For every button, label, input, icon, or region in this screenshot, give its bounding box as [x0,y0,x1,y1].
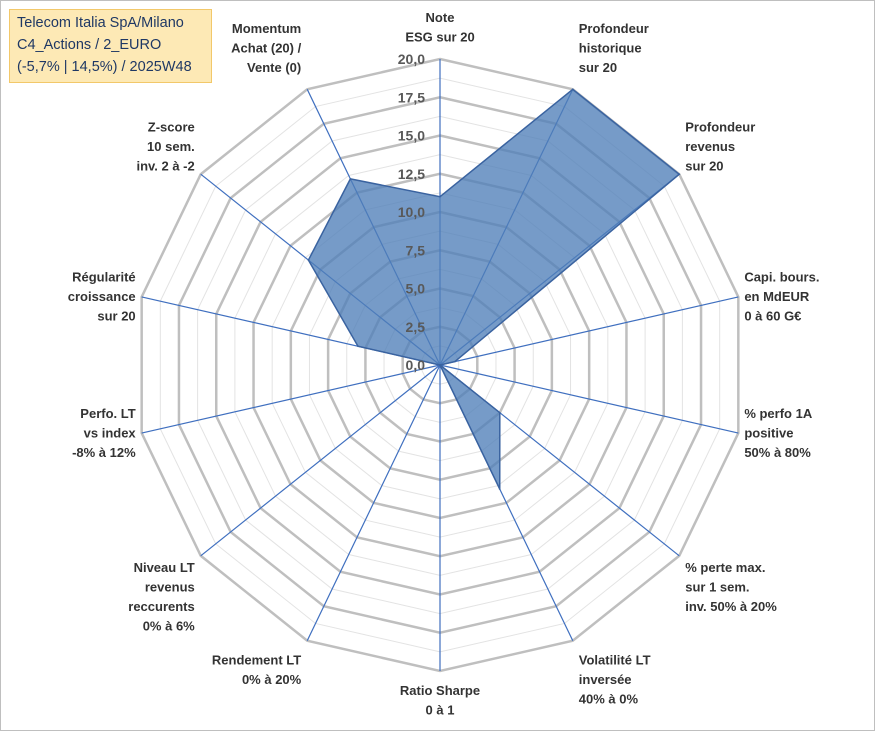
axis-label: Ratio Sharpe 0 à 1 [400,683,480,718]
data-point [678,173,681,176]
chart-title-box: Telecom Italia SpA/Milano C4_Actions / 2… [9,9,212,83]
tick-label: 7,5 [406,242,426,258]
axis-label-line: % perte max. [685,560,765,575]
axis-label-line: Perfo. LT [80,406,135,421]
axis-label-line: ESG sur 20 [405,30,474,45]
axis-label-line: historique [579,40,642,55]
series-polygon [307,88,681,490]
axis-label-line: 0 à 60 G€ [744,309,801,324]
title-line-1: Telecom Italia SpA/Milano [17,15,184,31]
axis-label: Perfo. LT vs index -8% à 12% [72,406,136,460]
tick-label: 20,0 [398,51,425,67]
tick-label: 2,5 [406,319,426,335]
axis-label: % perfo 1A positive 50% à 80% [744,406,813,460]
axis-label: Régularité croissance sur 20 [68,270,136,324]
axis-label-line: % perfo 1A [744,406,813,421]
axis-label-line: 0 à 1 [426,703,455,718]
axis-spoke [141,364,441,434]
axis-label-line: Z-score [148,120,195,135]
axis-label-line: revenus [145,579,195,594]
data-point [454,360,456,363]
axis-label-line: 0% à 6% [143,618,195,633]
axis-label-line: Rendement LT [212,653,301,668]
axis-label-line: Profondeur [685,120,755,135]
axis-label: Volatilité LT inversée 40% à 0% [579,653,651,707]
axis-label: Rendement LT 0% à 20% [212,653,302,688]
axis-label-line: sur 20 [97,309,135,324]
tick-labels: 0,0 2,5 5,0 7,5 10,0 12,5 15,0 17,5 20,0 [398,51,425,373]
axis-spoke [306,364,441,641]
axis-label: % perte max. sur 1 sem. inv. 50% à 20% [685,560,777,614]
data-point [349,178,352,180]
data-point [307,259,310,261]
data-point [357,345,359,348]
data-point [499,411,501,414]
tick-label: 15,0 [398,128,425,144]
axis-label-line: Régularité [72,270,136,285]
data-point [571,88,574,91]
axis-label-line: Achat (20) / [231,40,301,55]
axis-label: Momentum Achat (20) / Vente (0) [231,21,301,75]
axis-label-line: Momentum [232,21,301,36]
axis-label-line: vs index [84,425,137,440]
axis-label-line: inv. 50% à 20% [685,599,777,614]
axis-label: Profondeur historique sur 20 [579,21,649,75]
data-point [439,195,441,198]
axis-label: Niveau LT revenus reccurents 0% à 6% [128,560,195,634]
title-line-2: C4_Actions / 2_EURO [17,37,162,53]
axis-label-line: Note [426,10,455,25]
axis-label: Z-score 10 sem. inv. 2 à -2 [136,120,194,174]
axis-label-line: Vente (0) [247,60,301,75]
axis-label-line: Volatilité LT [579,653,651,668]
axis-label-line: -8% à 12% [72,445,136,460]
axis-label-line: inversée [579,672,632,687]
axis-label-line: Capi. bours. [744,270,819,285]
axis-label-line: sur 1 sem. [685,579,749,594]
axis-label-line: 40% à 0% [579,692,639,707]
axis-label-line: revenus [685,139,735,154]
tick-label: 17,5 [398,89,425,105]
axis-label-line: 0% à 20% [242,672,302,687]
axis-label-line: 10 sem. [147,139,195,154]
axis-label-line: en MdEUR [744,289,810,304]
axis-label-line: Niveau LT [134,560,195,575]
data-point [439,364,441,366]
axis-label-line: Ratio Sharpe [400,683,480,698]
tick-label: 10,0 [398,204,425,220]
series-area [307,88,681,490]
axis-label: Note ESG sur 20 [405,10,474,45]
axis-label-line: Profondeur [579,21,649,36]
axis-label-line: positive [744,425,793,440]
axis-spoke [439,364,739,434]
axis-label: Capi. bours. en MdEUR 0 à 60 G€ [744,270,819,324]
axis-label-line: sur 20 [685,159,723,174]
axis-label-line: croissance [68,289,136,304]
axis-label-line: inv. 2 à -2 [136,159,194,174]
tick-label: 5,0 [406,281,426,297]
axis-label-line: reccurents [128,599,194,614]
title-line-3: (-5,7% | 14,5%) / 2025W48 [17,59,192,75]
axis-label-line: sur 20 [579,60,617,75]
data-point [498,488,501,490]
tick-label: 12,5 [398,166,425,182]
tick-label: 0,0 [406,357,426,373]
axis-label-line: 50% à 80% [744,445,811,460]
axis-spoke [200,364,441,557]
axis-label: Profondeur revenus sur 20 [685,120,755,174]
axis-labels: Note ESG sur 20 Profondeur historique sur 20… [68,10,820,718]
axis-spoke [439,296,739,366]
